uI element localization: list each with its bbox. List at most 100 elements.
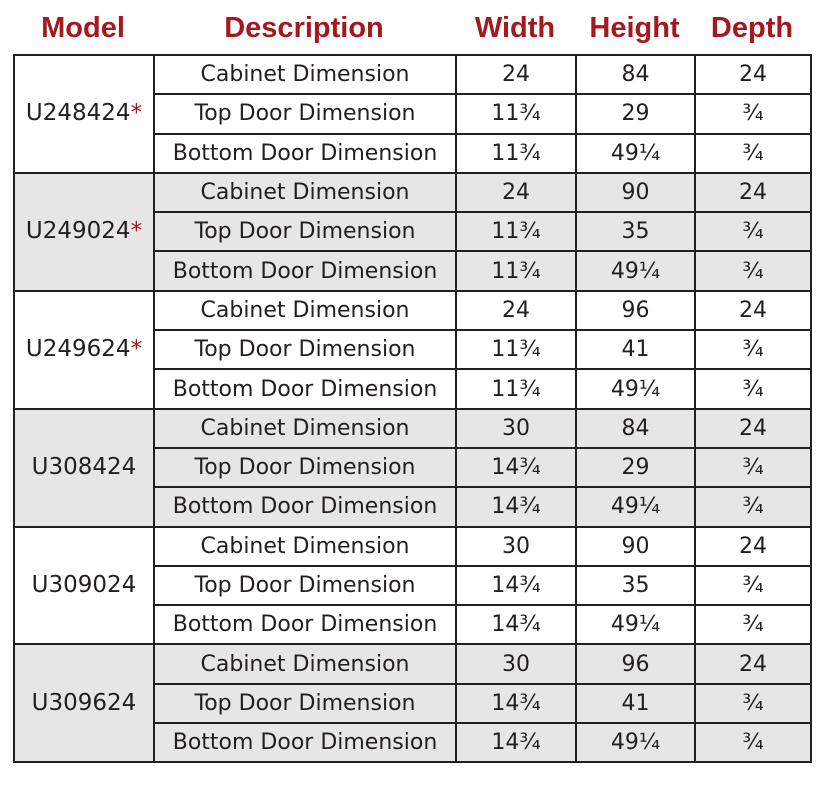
- height-cell: 84: [575, 53, 696, 96]
- table-row: U249024* Cabinet Dimension 24 90 24: [13, 171, 812, 292]
- width-cell: 24: [455, 289, 577, 332]
- width-cell: 11¾: [455, 93, 577, 135]
- model-number: U309624: [31, 689, 137, 716]
- table-row: Bottom Door Dimension 11¾ 49¼ ¾: [14, 368, 812, 410]
- width-cell: 14¾: [455, 604, 577, 646]
- depth-cell: ¾: [694, 486, 812, 528]
- header-depth: Depth: [710, 12, 794, 44]
- description-cell: Bottom Door Dimension: [153, 722, 457, 764]
- height-cell: 41: [575, 329, 696, 371]
- description-cell: Bottom Door Dimension: [153, 250, 457, 292]
- depth-cell: 24: [694, 643, 812, 685]
- depth-cell: ¾: [694, 368, 812, 410]
- model-cell: U309624: [13, 643, 155, 764]
- description-cell: Top Door Dimension: [153, 329, 457, 371]
- description-cell: Bottom Door Dimension: [153, 368, 457, 410]
- width-cell: 11¾: [455, 211, 577, 253]
- table-row: U309624 Cabinet Dimension 30 96 24: [13, 643, 812, 764]
- model-cell: U309024: [13, 525, 155, 646]
- table-row: Top Door Dimension 11¾ 41 ¾: [14, 329, 812, 371]
- table-row: U308424 Cabinet Dimension 30 84 24: [13, 407, 812, 528]
- header-description: Description: [224, 12, 384, 44]
- width-cell: 14¾: [455, 722, 577, 764]
- model-cell: U249024*: [13, 171, 155, 292]
- depth-cell: 24: [694, 53, 812, 96]
- depth-cell: ¾: [694, 446, 812, 489]
- height-cell: 49¼: [575, 604, 696, 646]
- depth-cell: ¾: [694, 250, 812, 292]
- width-cell: 24: [455, 171, 577, 214]
- description-cell: Top Door Dimension: [153, 211, 457, 253]
- description-cell: Top Door Dimension: [153, 93, 457, 135]
- width-cell: 11¾: [455, 368, 577, 410]
- height-cell: 29: [575, 446, 696, 489]
- width-cell: 30: [455, 643, 577, 685]
- table-row: Top Door Dimension 14¾ 35 ¾: [14, 564, 812, 607]
- description-cell: Cabinet Dimension: [153, 407, 457, 449]
- height-cell: 90: [575, 525, 696, 567]
- table-row: U248424* Cabinet Dimension 24 84 24: [13, 53, 812, 174]
- depth-cell: ¾: [694, 329, 812, 371]
- description-cell: Cabinet Dimension: [153, 643, 457, 685]
- table-row: Bottom Door Dimension 11¾ 49¼ ¾: [14, 250, 812, 292]
- table-row: U309024 Cabinet Dimension 30 90 24: [13, 525, 812, 646]
- width-cell: 24: [455, 53, 577, 96]
- description-cell: Cabinet Dimension: [153, 289, 457, 332]
- depth-cell: ¾: [694, 682, 812, 725]
- height-cell: 35: [575, 564, 696, 607]
- header-model: Model: [41, 12, 125, 44]
- header-width: Width: [474, 12, 556, 44]
- model-number: U249024: [25, 218, 131, 245]
- height-cell: 96: [575, 289, 696, 332]
- description-cell: Bottom Door Dimension: [153, 132, 457, 174]
- width-cell: 11¾: [455, 132, 577, 174]
- model-cell: U248424*: [13, 54, 155, 174]
- height-cell: 35: [575, 211, 696, 253]
- asterisk-note-marker: *: [130, 336, 143, 363]
- description-cell: Top Door Dimension: [153, 446, 457, 489]
- description-cell: Bottom Door Dimension: [153, 604, 457, 646]
- model-cell: U308424: [13, 407, 155, 528]
- depth-cell: ¾: [694, 722, 812, 764]
- height-cell: 84: [575, 407, 696, 449]
- model-number: U309024: [31, 572, 137, 598]
- width-cell: 11¾: [455, 250, 577, 292]
- height-cell: 49¼: [575, 132, 696, 174]
- height-cell: 49¼: [575, 486, 696, 528]
- depth-cell: ¾: [694, 93, 812, 135]
- width-cell: 14¾: [455, 682, 577, 725]
- header-height: Height: [589, 12, 680, 44]
- width-cell: 14¾: [455, 486, 577, 528]
- description-cell: Top Door Dimension: [153, 682, 457, 725]
- table-row: Top Door Dimension 14¾ 41 ¾: [14, 682, 812, 725]
- model-number: U308424: [31, 454, 137, 481]
- table-row: Top Door Dimension 11¾ 35 ¾: [14, 211, 812, 253]
- depth-cell: 24: [694, 525, 812, 567]
- height-cell: 49¼: [575, 368, 696, 410]
- depth-cell: ¾: [694, 564, 812, 607]
- dimensions-table: U248424* Cabinet Dimension 24 84 24 Top Door …: [13, 53, 812, 764]
- description-cell: Top Door Dimension: [153, 564, 457, 607]
- asterisk-note-marker: *: [130, 100, 143, 127]
- table-row: Top Door Dimension 11¾ 29 ¾: [14, 93, 812, 135]
- table-row: Bottom Door Dimension 14¾ 49¼ ¾: [14, 604, 812, 646]
- depth-cell: ¾: [694, 211, 812, 253]
- width-cell: 30: [455, 407, 577, 449]
- height-cell: 49¼: [575, 722, 696, 764]
- height-cell: 29: [575, 93, 696, 135]
- depth-cell: ¾: [694, 604, 812, 646]
- table-row: Top Door Dimension 14¾ 29 ¾: [14, 446, 812, 489]
- depth-cell: 24: [694, 289, 812, 332]
- table-row: Bottom Door Dimension 14¾ 49¼ ¾: [14, 486, 812, 528]
- description-cell: Cabinet Dimension: [153, 171, 457, 214]
- description-cell: Cabinet Dimension: [153, 525, 457, 567]
- height-cell: 41: [575, 682, 696, 725]
- width-cell: 14¾: [455, 564, 577, 607]
- description-cell: Bottom Door Dimension: [153, 486, 457, 528]
- description-cell: Cabinet Dimension: [153, 53, 457, 96]
- width-cell: 14¾: [455, 446, 577, 489]
- width-cell: 30: [455, 525, 577, 567]
- height-cell: 96: [575, 643, 696, 685]
- table-row: Bottom Door Dimension 11¾ 49¼ ¾: [14, 132, 812, 174]
- table-row: U249624* Cabinet Dimension 24 96 24: [13, 289, 812, 410]
